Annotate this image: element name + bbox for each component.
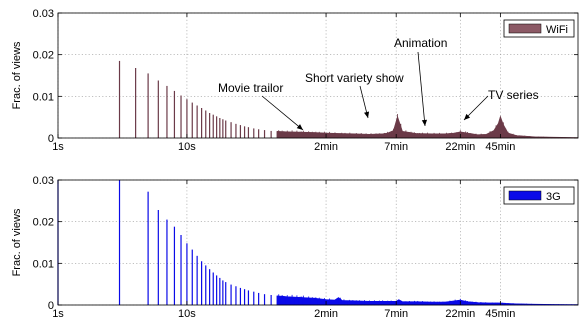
legend-label: 3G	[546, 191, 561, 203]
y-tick-label: 0.03	[33, 175, 54, 187]
annotation-arrowhead	[364, 111, 370, 118]
annotation-label: TV series	[488, 88, 539, 102]
annotation-arrow	[261, 95, 304, 131]
x-tick-label: 1s	[52, 308, 64, 320]
x-tick-label: 10s	[178, 308, 196, 320]
annotation-label: Short variety show	[305, 71, 404, 85]
y-axis-label: Frac. of views	[11, 208, 23, 276]
x-tick-label: 2min	[314, 141, 338, 153]
x-tick-label: 45min	[485, 308, 515, 320]
y-tick-label: 0	[48, 300, 54, 312]
y-tick-label: 0	[48, 133, 54, 145]
x-tick-label: 22min	[445, 308, 475, 320]
annotation-arrowhead	[421, 119, 428, 126]
annotation-arrow	[417, 51, 426, 127]
legend: 3G	[503, 186, 575, 205]
axes-frame	[57, 12, 579, 139]
axes-frame	[57, 179, 579, 306]
series-area-WiFi	[276, 115, 579, 139]
panel-wifi: 1s 10s 2min 7min 22min 45min 0 0.01 0.02 0.03 Frac…	[11, 8, 579, 153]
y-tick-label: 0.03	[33, 8, 54, 20]
x-tick-label: 1s	[52, 141, 64, 153]
y-tick-label: 0.01	[33, 258, 54, 270]
plot-area	[58, 180, 578, 305]
x-tick-label: 7min	[384, 308, 408, 320]
y-axis-label: Frac. of views	[11, 41, 23, 109]
y-tick-label: 0.02	[33, 217, 54, 229]
annotation-label: Movie trailor	[218, 81, 283, 95]
legend: WiFi	[503, 19, 575, 38]
x-tick-label: 7min	[384, 141, 408, 153]
annotation-arrowhead	[296, 124, 303, 130]
legend-swatch	[508, 23, 542, 34]
y-tick-label: 0.01	[33, 91, 54, 103]
legend-swatch	[508, 190, 542, 201]
panel-3g: 1s 10s 2min 7min 22min 45min 0 0.01 0.02 0.03 Frac…	[11, 175, 579, 320]
x-tick-label: 45min	[485, 141, 515, 153]
x-tick-label: 2min	[314, 308, 338, 320]
y-tick-label: 0.02	[33, 50, 54, 62]
x-tick-label: 10s	[178, 141, 196, 153]
plot-area	[58, 13, 578, 138]
legend-label: WiFi	[546, 24, 568, 36]
annotation-label: Animation	[394, 36, 447, 50]
annotation-arrowhead	[464, 113, 471, 120]
x-tick-label: 22min	[445, 141, 475, 153]
